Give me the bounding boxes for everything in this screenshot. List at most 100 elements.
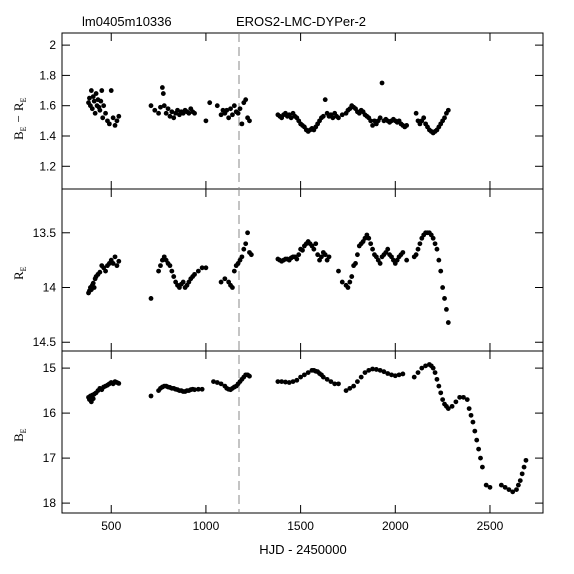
panel-0-series-2-point-3 [218,112,224,118]
panel-0-series-5-point-17 [445,107,451,113]
panel-0-series-0-point-14 [99,88,105,93]
panel-2-series-1-point-0 [148,393,154,399]
panel-2-series-5-point-19 [464,397,470,402]
panel-0-ytick-label-1: 1.4 [39,129,56,143]
panel-1-series-3-point-11 [296,252,302,258]
panel-2-series-6-point-12 [506,487,512,492]
panel-2-series-4-point-14 [396,372,402,378]
panel-0-series-2-point-7 [226,115,232,121]
panel-1-series-3-point-19 [311,246,317,252]
panel-2-series-0-point-5 [90,396,96,402]
panel-1-series-1-point-8 [169,268,175,274]
panel-1-series-4-point-20 [377,261,383,266]
panel-0-series-2-point-2 [214,103,220,109]
panel-0-series-1-point-6 [161,103,167,109]
panel-2-series-4-point-1 [347,385,353,391]
panel-2-series-6-point-15 [515,482,521,488]
panel-2-series-6-point-16 [517,478,523,483]
panel-2-series-6-point-7 [480,464,485,470]
panel-2-series-3-point-2 [283,379,288,385]
panel-2-series-5-point-18 [461,394,466,400]
panel-0-series-0-point-4 [89,106,95,112]
panel-0-series-1-point-11 [171,115,177,121]
panel-2-series-4-point-7 [370,366,375,372]
panel-2-series-4-point-10 [381,369,387,375]
panel-2-series-6-point-5 [476,446,482,452]
panel-bottom-frame [61,350,544,514]
panel-2-series-5-point-14 [445,406,451,411]
survey-label: EROS2-LMC-DYPer-2 [236,14,366,29]
panel-0-series-2-point-10 [231,103,237,109]
panel-0-series-1-point-2 [156,110,161,116]
panel-0-series-0-point-22 [112,122,118,128]
panel-0-series-0-point-8 [93,91,99,96]
panel-2-series-6-point-9 [487,484,493,490]
panel-1-series-3-point-10 [294,256,300,262]
panel-2-series-6-point-6 [478,455,483,461]
panel-1-series-3-point-27 [326,254,332,260]
panel-2-series-5-point-1 [415,370,421,375]
panel-1-series-5-point-4 [417,241,423,247]
panel-2-series-5-point-15 [449,403,455,409]
panel-2-series-3-point-8 [305,370,311,375]
panel-top-ylabel: BE−RE [11,97,28,140]
panel-2-series-5-point-11 [440,397,446,402]
panel-1-series-4-point-8 [355,252,360,258]
panel-0-series-0-point-17 [103,110,108,116]
panel-0-series-4-point-0 [336,115,341,121]
axis-ticks: 1.2 1.4 1.6 1.8 2 13.5 14 14.5 15 16 17 18 500 1000 15… [33,33,543,533]
panel-1-series-4-point-1 [339,279,345,285]
panel-1-series-4-point-32 [400,250,406,255]
panel-2-series-4-point-0 [343,388,349,393]
panel-1-series-1-point-23 [203,265,209,271]
panel-0-series-4-point-21 [379,80,385,86]
panel-2-series-6-point-14 [514,487,519,492]
panel-1-series-4-point-15 [368,241,374,247]
panel-0-series-2-point-1 [207,100,213,106]
panel-0-series-0-point-6 [91,98,97,104]
panel-1-ytick-label-2: 14.5 [33,335,57,349]
panel-0-series-5-point-0 [413,110,419,116]
panel-1-series-2-point-9 [239,254,245,260]
panel-1-series-0-point-5 [90,280,96,286]
panel-1-series-4-point-0 [336,268,341,274]
panel-0-series-2-point-13 [237,106,243,112]
panel-0-series-0-point-12 [97,107,103,113]
panel-2-series-1-point-22 [199,386,205,392]
panel-0-series-2-point-0 [203,118,209,124]
panel-1-series-5-point-15 [438,268,444,274]
panel-0-ytick-label-3: 1.8 [39,68,56,82]
panel-2-series-3-point-1 [279,379,285,384]
panel-2-series-4-point-13 [392,373,398,379]
panel-2-series-3-point-15 [320,374,326,380]
panel-2-series-6-point-0 [466,406,472,411]
panel-2-series-5-point-6 [430,365,436,371]
panel-2-series-4-point-9 [377,367,383,373]
panel-0-series-0-point-5 [90,94,96,100]
panel-1-series-5-point-11 [430,235,436,241]
panel-0-series-2-point-6 [224,107,230,113]
panel-2-series-5-point-17 [457,394,463,400]
panel-1-series-5-point-3 [415,246,421,252]
panel-0-series-0-point-1 [87,95,92,101]
panel-2-series-3-point-16 [324,376,330,382]
panel-1-series-1-point-22 [199,265,205,271]
panel-1-series-3-point-20 [313,241,319,247]
panel-0-series-2-point-18 [247,118,252,124]
panel-0-series-0-point-23 [114,118,120,124]
panel-2-series-5-point-10 [438,390,444,396]
xtick-label-2: 1500 [287,519,314,533]
panel-1-series-2-point-11 [243,241,249,247]
panel-2-series-3-point-4 [290,379,296,384]
xtick-label-0: 500 [101,519,121,533]
panel-2-series-6-point-13 [510,489,516,495]
panel-0-series-1-point-10 [169,109,175,115]
panel-2-series-2-point-2 [218,381,224,387]
panel-0-series-1-point-4 [159,85,165,90]
panel-1-series-1-point-14 [180,279,186,285]
panel-2-series-5-point-2 [419,365,425,371]
panel-1-series-3-point-13 [300,247,305,253]
panel-2-series-6-point-17 [519,471,525,477]
panel-2-series-6-point-19 [523,457,529,463]
panel-0-series-1-point-19 [186,110,192,116]
